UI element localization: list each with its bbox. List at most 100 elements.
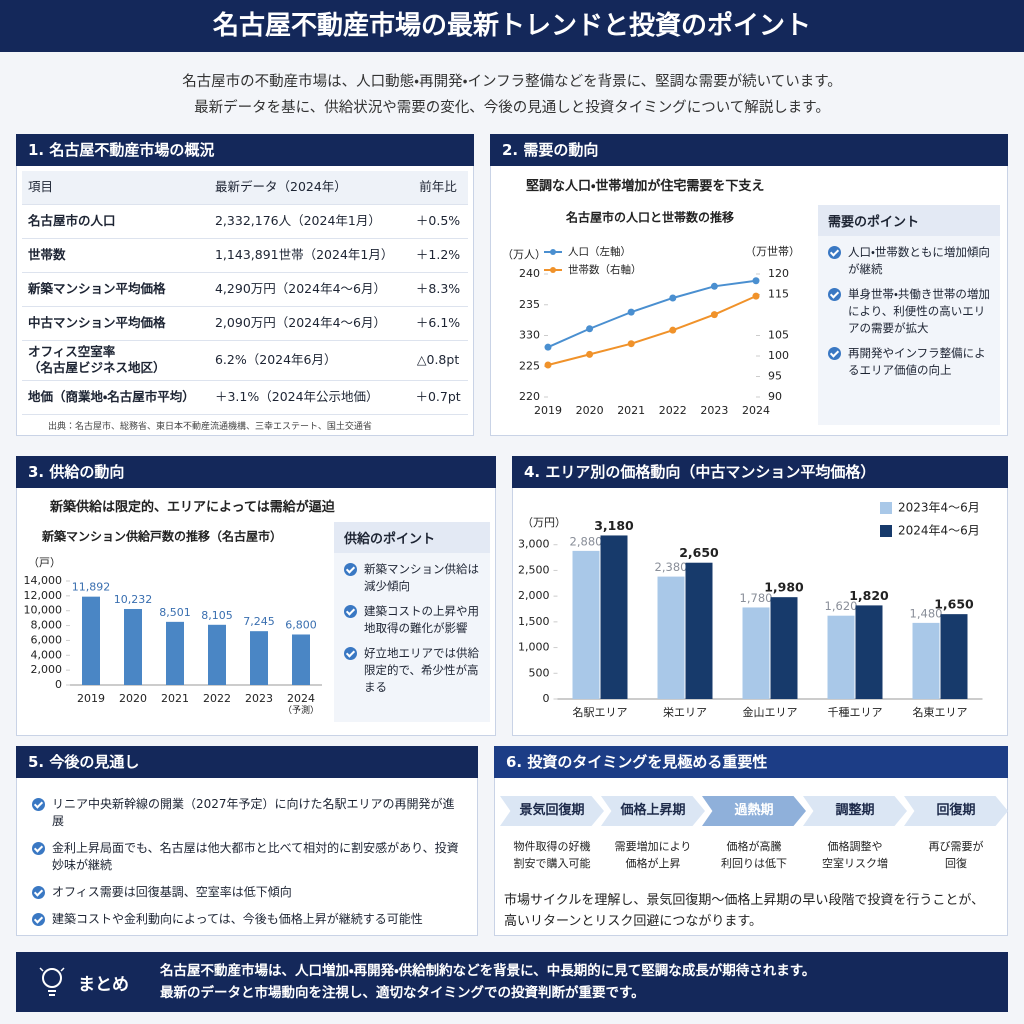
outlook-item-text: リニア中央新幹線の開業（2027年予定）に向けた名駅エリアの再開発が進展 [52,797,455,828]
line-point [586,325,594,333]
tick-label: 6,000 [31,633,63,646]
tick-label: 225 [519,359,540,372]
line-point [627,308,635,316]
supply-point: 建築コストの上昇や用地取得の難化が影響 [344,603,482,637]
value-label: 10,232 [114,593,153,606]
value-label: 1,480 [910,606,943,620]
x-tick-label: 千種エリア [828,705,883,719]
line-point [710,282,718,290]
table-cell: ＋6.1% [408,306,468,341]
tick-label: 500 [529,666,550,679]
section-title: 1. 名古屋不動産市場の概況 [16,134,474,166]
tick-label: 120 [768,267,789,280]
bar [742,607,770,699]
legend-label: 世帯数（右軸） [568,263,642,276]
bar [827,615,855,699]
tick-label: 100 [768,349,789,362]
line-point [586,350,594,358]
table-cell: 6.2%（2024年6月） [208,340,409,381]
demand-point-text: 人口・世帯数ともに増加傾向が継続 [848,245,990,276]
tick-label: 2,500 [518,563,550,576]
chart-title: 名古屋市の人口と世帯数の推移 [566,210,734,225]
outlook-item: リニア中央新幹線の開業（2027年予定）に向けた名駅エリアの再開発が進展 [32,796,464,830]
tick-label: 0 [543,692,550,705]
legend-swatch [880,502,892,514]
phase-desc: 物件取得の好機 割安で購入可能 [513,840,591,870]
line-point [627,340,635,348]
bar [166,621,184,685]
section-title: 3. 供給の動向 [16,456,496,488]
bar [600,535,628,699]
demand-point-text: 再開発やインフラ整備によるエリア価値の向上 [848,346,986,377]
table-cell: 新築マンション平均価格 [22,272,209,307]
section-title: 4. エリア別の価格動向（中古マンション平均価格） [512,456,1008,488]
tick-label: 235 [519,298,540,311]
outlook-item: 建築コストや金利動向によっては、今後も価格上昇が継続する可能性 [32,911,464,928]
chart-title: 新築マンション供給戸数の推移（名古屋市） [41,529,282,544]
supply-point-text: 好立地エリアでは供給限定的で、希少性が高まる [364,646,479,694]
section-title: 5. 今後の見通し [16,746,478,778]
legend-label: 2024年4〜6月 [898,524,980,538]
table-cell: ＋1.2% [408,238,468,273]
outlook-item-text: オフィス需要は回復基調、空室率は低下傾向 [52,885,292,899]
points-title: 供給のポイント [334,522,490,553]
summary-line: 最新のデータと市場動向を注視し、適切なタイミングでの投資判断が重要です。 [160,985,645,1001]
value-label: 3,180 [594,518,634,533]
legend-label: 2023年4〜6月 [898,501,980,515]
table-cell: 2,332,176人（2024年1月） [208,204,409,239]
page-title: 名古屋不動産市場の最新トレンドと投資のポイント [0,0,1024,52]
line-point [752,292,760,300]
table-cell: 2,090万円（2024年4〜6月） [208,306,409,341]
intro-line: 名古屋市の不動産市場は、人口動態・再開発・インフラ整備などを背景に、堅調な需要が… [182,74,842,90]
check-icon [32,913,45,926]
table-header-row: 項目 最新データ（2024年） 前年比 [22,171,468,205]
x-tick-label: 2021 [617,404,645,417]
table-cell: ＋0.5% [408,204,468,239]
summary-line: 名古屋不動産市場は、人口増加・再開発・供給制約などを背景に、中長期的に見て堅調な… [160,963,816,979]
value-label: 11,892 [72,581,111,594]
outlook-item: 金利上昇局面でも、名古屋は他大都市と比べて相対的に割安感があり、投資妙味が継続 [32,840,464,874]
line-point [669,294,677,302]
phase-step: 過熱期 [702,796,806,826]
y-axis-label: （戸） [28,556,61,569]
outlook-item-text: 建築コストや金利動向によっては、今後も価格上昇が継続する可能性 [52,912,423,926]
table-row: 名古屋市の人口 2,332,176人（2024年1月） ＋0.5% [22,204,468,239]
table-cell: ＋0.7pt [408,380,468,415]
line-series [547,295,757,366]
value-label: 1,620 [825,599,858,613]
x-tick-label: 2022 [203,692,231,705]
phase-step: 景気回復期 [500,796,604,826]
supply-point-text: 新築マンション供給は減少傾向 [364,562,479,593]
table-header-cell: 最新データ（2024年） [208,171,409,205]
line-point [710,311,718,319]
check-icon [32,842,45,855]
value-label: 8,105 [201,609,233,622]
timing-note: 市場サイクルを理解し、景気回復期〜価格上昇期の早い段階で投資を行うことが、 高い… [504,893,985,929]
section-subtitle: 堅調な人口・世帯増加が住宅需要を下支え [526,179,765,194]
bar [657,576,685,699]
demand-point: 人口・世帯数ともに増加傾向が継続 [828,244,992,278]
outlook-item-text: 金利上昇局面でも、名古屋は他大都市と比べて相対的に割安感があり、投資妙味が継続 [52,841,459,872]
tick-label: 12,000 [24,589,63,602]
table-cell: 地価（商業地・名古屋市平均） [22,380,209,415]
check-icon [344,605,357,618]
supply-point: 新築マンション供給は減少傾向 [344,561,482,595]
supply-chart: 新築マンション供給戸数の推移（名古屋市）（戸）02,0004,0006,0008… [24,529,322,716]
x-tick-label: 2024 （予測） [283,692,319,716]
tick-label: 4,000 [31,648,63,661]
line-point [752,277,760,285]
bar [940,614,968,699]
value-label: 2,380 [655,560,688,574]
value-label: 1,780 [740,591,773,605]
table-row: 新築マンション平均価格 4,290万円（2024年4〜6月） ＋8.3% [22,272,468,307]
legend-label: 人口（左軸） [568,245,631,258]
check-icon [828,246,841,259]
bar [82,596,100,685]
check-icon [828,288,841,301]
tick-label: 2,000 [31,663,63,676]
tick-label: 14,000 [24,574,63,587]
tick-label: 3,000 [518,538,550,551]
check-icon [828,347,841,360]
summary-label: まとめ [78,975,129,995]
x-tick-label: 金山エリア [743,706,798,719]
